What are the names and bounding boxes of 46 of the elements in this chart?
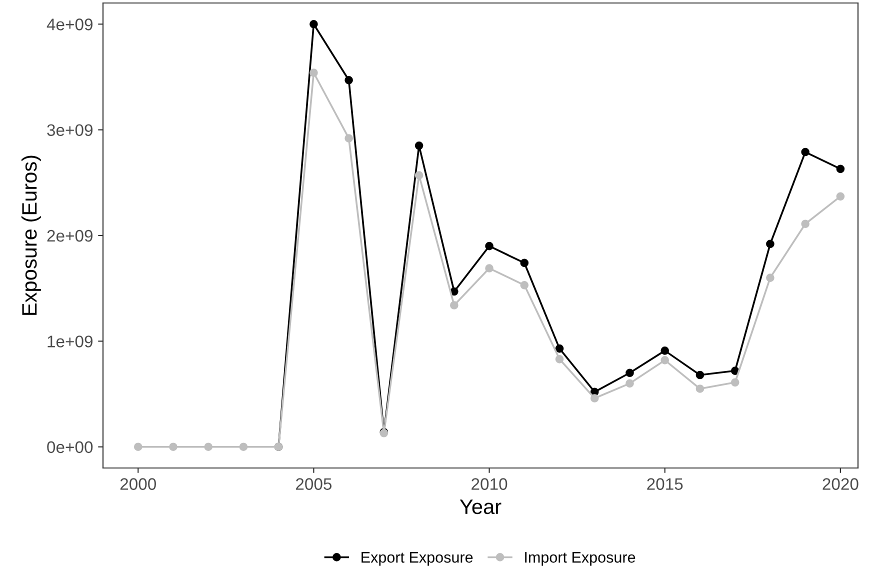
x-tick-label: 2020 bbox=[822, 478, 858, 490]
point bbox=[626, 379, 634, 388]
y-tick-label: 0e+00 bbox=[47, 441, 93, 454]
x-tick-label: 2005 bbox=[296, 478, 332, 490]
point bbox=[660, 346, 670, 355]
y-axis-title: Exposure (Euros) bbox=[21, 156, 41, 315]
point bbox=[204, 442, 213, 452]
point bbox=[310, 20, 318, 28]
point bbox=[696, 370, 704, 380]
point bbox=[414, 171, 424, 180]
x-tick-label: 2015 bbox=[647, 478, 683, 490]
y-tick-label: 4e+09 bbox=[46, 18, 92, 30]
point bbox=[766, 274, 774, 282]
point bbox=[310, 68, 318, 77]
point bbox=[836, 164, 845, 174]
x-tick-label: 2000 bbox=[120, 478, 156, 490]
point bbox=[626, 368, 634, 378]
point bbox=[730, 378, 740, 387]
y-tick-label: 3e+09 bbox=[47, 124, 92, 136]
y-tick-label: 2e+09 bbox=[47, 230, 92, 242]
legend-label: Import Exposure bbox=[525, 552, 636, 566]
point bbox=[555, 354, 564, 364]
point bbox=[801, 148, 810, 156]
point bbox=[134, 442, 142, 452]
point bbox=[836, 192, 845, 201]
point bbox=[730, 366, 740, 375]
x-axis-title: Year bbox=[460, 500, 502, 514]
point bbox=[414, 142, 424, 150]
point bbox=[485, 242, 494, 250]
point bbox=[590, 394, 599, 402]
point bbox=[169, 442, 178, 452]
point bbox=[766, 240, 774, 248]
point bbox=[660, 356, 670, 364]
point bbox=[344, 76, 353, 84]
legend-label: Export Exposure bbox=[362, 552, 473, 566]
point bbox=[801, 220, 810, 228]
y-tick-label: 1e+09 bbox=[48, 336, 92, 348]
point bbox=[520, 281, 529, 290]
point bbox=[696, 384, 704, 393]
point bbox=[520, 258, 529, 268]
point bbox=[555, 344, 564, 353]
point bbox=[239, 442, 248, 452]
x-tick-label: 2010 bbox=[472, 478, 508, 490]
point bbox=[485, 264, 494, 272]
point bbox=[344, 134, 353, 142]
point bbox=[450, 301, 458, 310]
